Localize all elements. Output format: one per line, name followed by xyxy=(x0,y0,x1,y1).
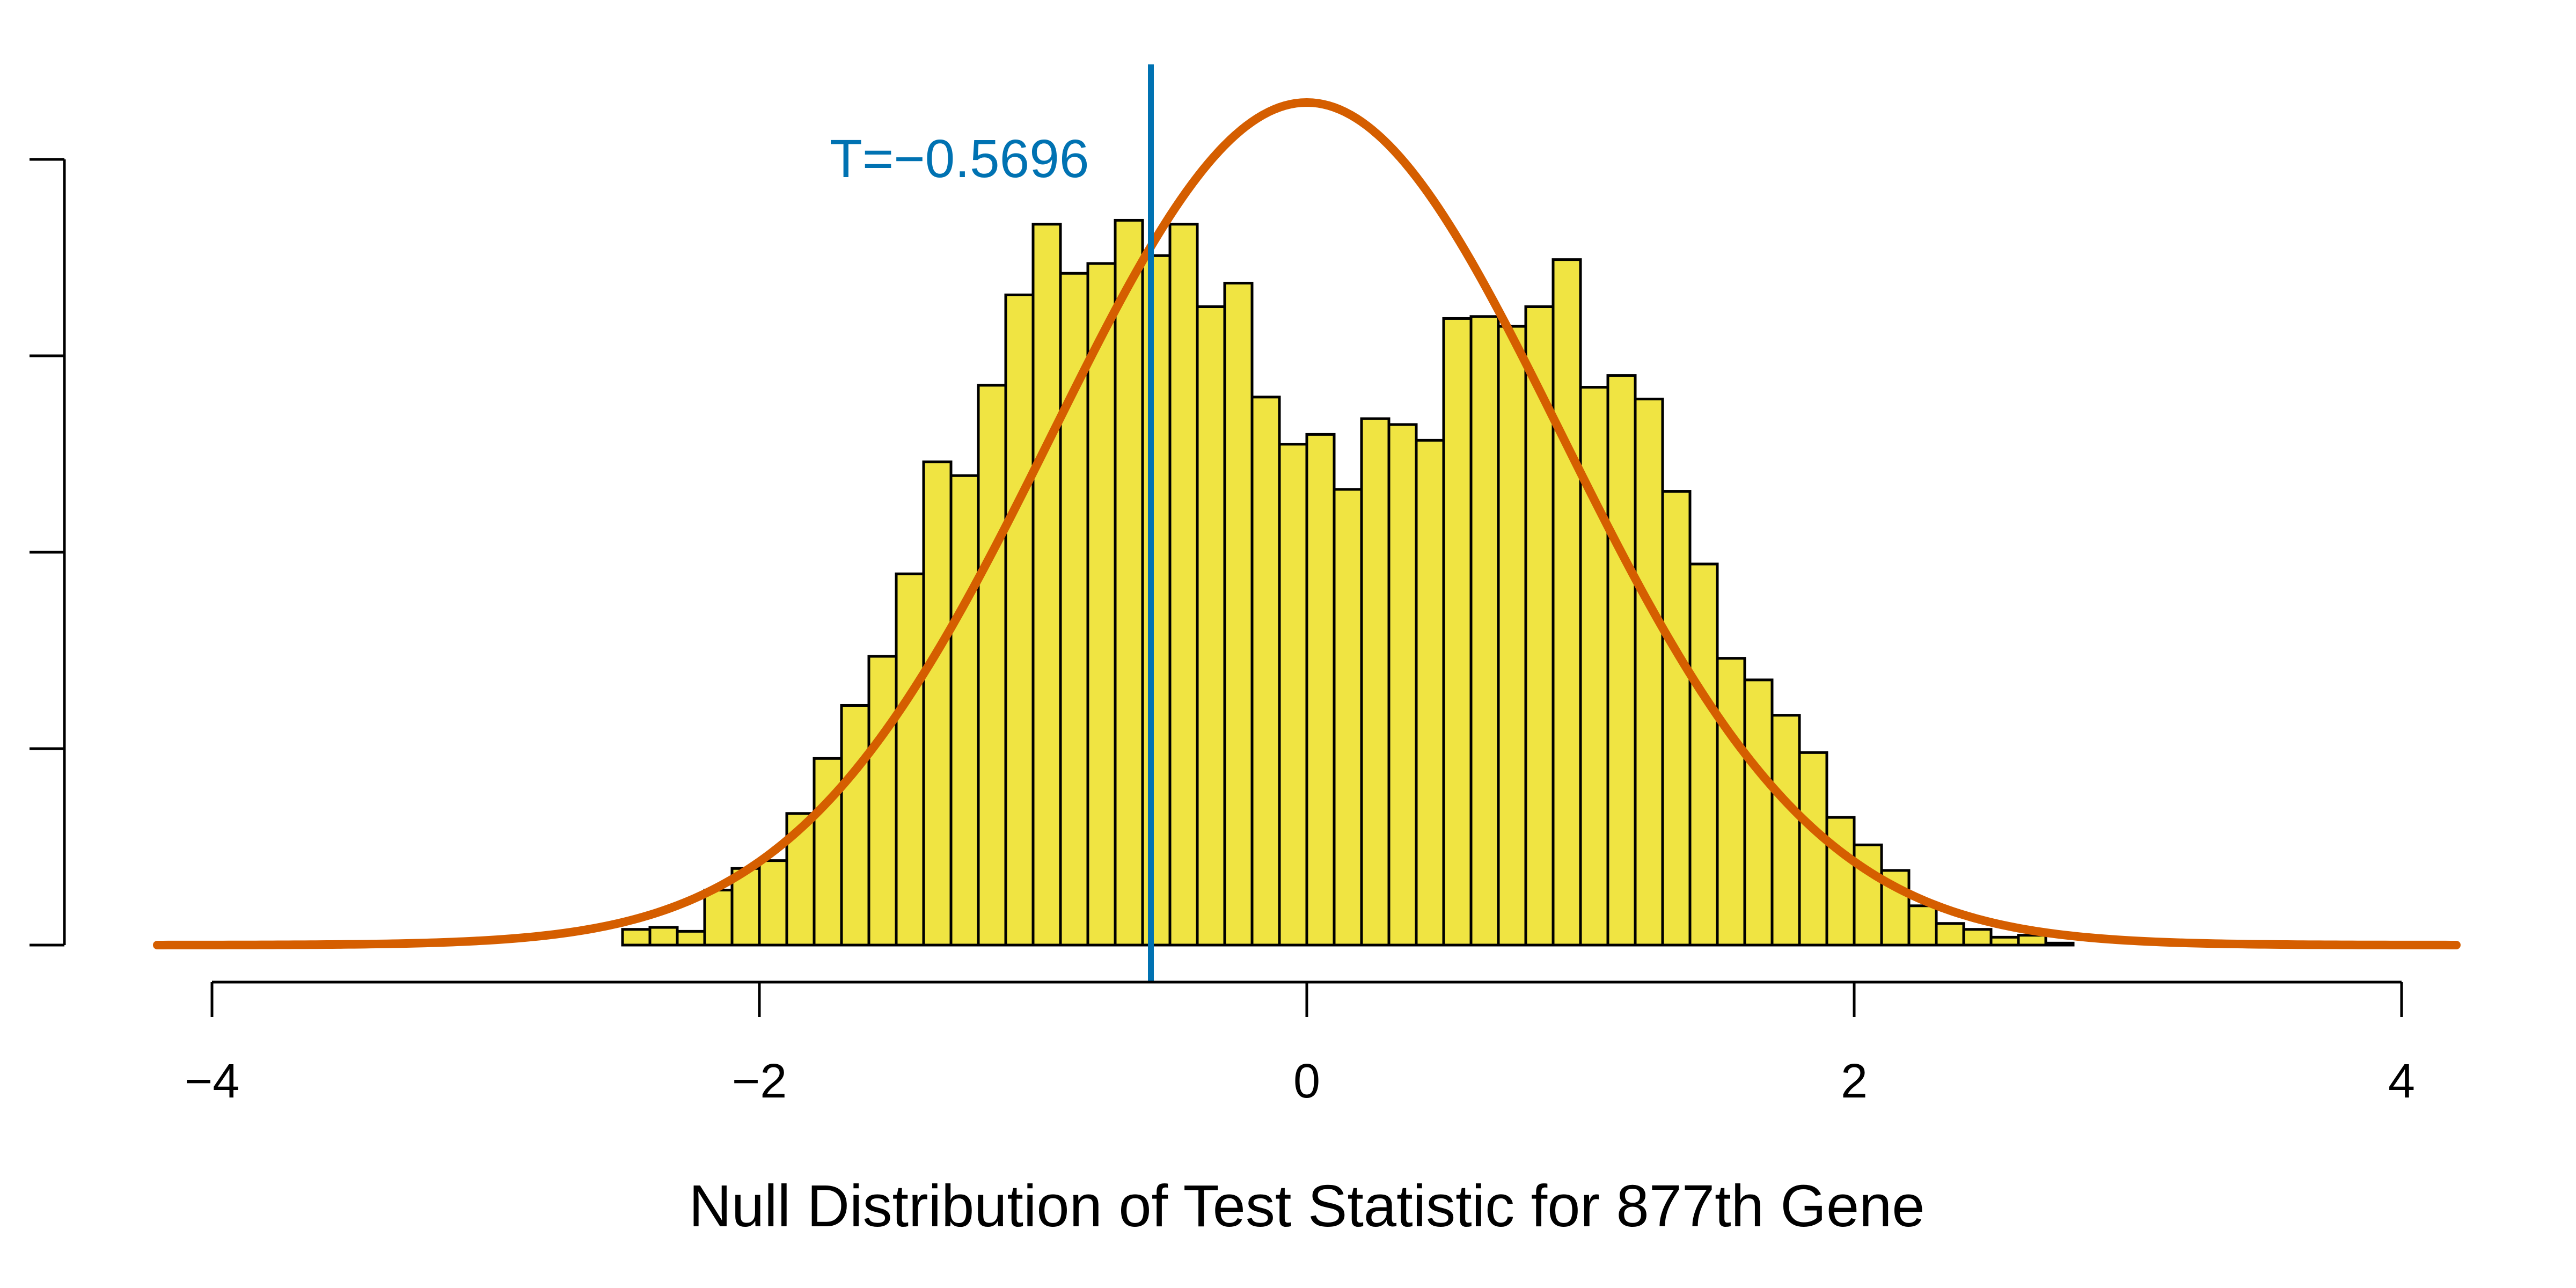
x-tick-label: 4 xyxy=(2388,1055,2415,1108)
histogram-bar xyxy=(1415,438,1445,947)
histogram-bar xyxy=(922,460,953,947)
histogram-bar xyxy=(1989,935,2020,947)
histogram-bar xyxy=(867,655,898,947)
histogram-bar xyxy=(2017,934,2047,947)
histogram-bars xyxy=(621,218,2075,947)
histogram-bar xyxy=(1497,325,1527,947)
x-axis-title: Null Distribution of Test Statistic for … xyxy=(689,1173,1925,1239)
histogram-bar xyxy=(1442,317,1473,947)
histogram-bar xyxy=(1086,262,1117,947)
histogram-bar xyxy=(1825,816,1856,947)
histogram-bar xyxy=(1743,678,1774,947)
histogram-bar xyxy=(1360,417,1391,947)
histogram-bar xyxy=(1168,223,1199,947)
histogram-bar xyxy=(676,930,706,947)
histogram-bar xyxy=(2044,941,2075,947)
histogram-bar xyxy=(1333,488,1363,947)
histogram-bar xyxy=(1606,374,1637,947)
histogram-bar xyxy=(621,928,652,947)
histogram-bar xyxy=(840,704,870,947)
density-curve-layer xyxy=(153,98,2461,949)
histogram-bar xyxy=(1196,305,1226,947)
histogram-bar xyxy=(1114,218,1144,947)
histogram-bar xyxy=(977,384,1007,947)
y-axis xyxy=(30,158,66,947)
x-tick-label: −2 xyxy=(732,1055,787,1108)
histogram-bar xyxy=(1798,751,1828,947)
histogram-bar xyxy=(1223,282,1254,947)
histogram-bar xyxy=(1962,928,1993,947)
histogram-bar xyxy=(1031,223,1062,947)
histogram-bar xyxy=(1250,396,1281,947)
histogram-bar xyxy=(1716,657,1746,947)
histogram-bar xyxy=(703,889,734,947)
histogram-bar xyxy=(1305,433,1336,947)
histogram-bar xyxy=(1552,258,1582,947)
density-curve xyxy=(153,98,2461,949)
x-tick-label: 2 xyxy=(1841,1055,1868,1108)
x-tick-label: −4 xyxy=(185,1055,240,1108)
histogram-bar xyxy=(648,926,679,947)
histogram-bar xyxy=(1004,294,1035,947)
histogram-bar xyxy=(1141,254,1172,947)
histogram-bar xyxy=(1907,904,1938,947)
histogram-bar xyxy=(895,572,925,947)
histogram-bar xyxy=(1469,315,1500,947)
histogram-bar xyxy=(1688,562,1719,947)
histogram-bar xyxy=(1770,714,1801,947)
test-statistic-label: T=−0.5696 xyxy=(830,129,1089,189)
histogram-bar xyxy=(1387,423,1418,947)
histogram-bar xyxy=(1661,490,1692,947)
histogram-bar xyxy=(758,859,788,947)
x-tick-label: 0 xyxy=(1293,1055,1320,1108)
histogram-bar xyxy=(1935,922,1965,947)
x-axis: −4 −2 0 2 4 xyxy=(185,980,2415,1108)
histogram-bar xyxy=(1278,443,1308,947)
test-statistic-layer: T=−0.5696 xyxy=(830,64,1154,982)
histogram-bar xyxy=(949,474,980,947)
histogram-bar xyxy=(1579,386,1609,947)
histogram-bar xyxy=(1634,398,1664,947)
